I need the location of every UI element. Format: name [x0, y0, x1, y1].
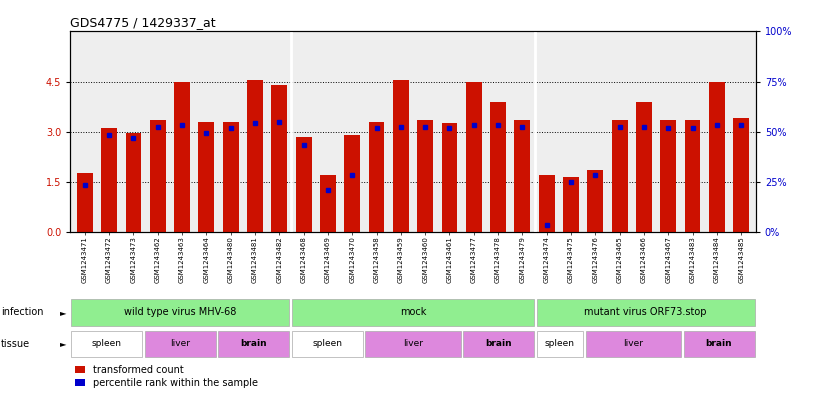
- Bar: [563, 177, 579, 232]
- Bar: [393, 80, 409, 232]
- Bar: [515, 120, 530, 232]
- Bar: [296, 137, 311, 232]
- Bar: [102, 128, 117, 232]
- Text: brain: brain: [705, 340, 733, 348]
- Bar: [365, 331, 461, 357]
- Text: mock: mock: [400, 307, 426, 318]
- Bar: [733, 118, 749, 232]
- Text: brain: brain: [240, 340, 267, 348]
- Bar: [223, 121, 239, 232]
- Text: tissue: tissue: [1, 339, 30, 349]
- Text: liver: liver: [403, 340, 423, 348]
- Text: ►: ►: [60, 308, 67, 317]
- Bar: [417, 120, 433, 232]
- Bar: [145, 331, 216, 357]
- Bar: [587, 170, 603, 232]
- Bar: [684, 331, 755, 357]
- Text: ►: ►: [60, 340, 67, 348]
- Text: liver: liver: [170, 340, 190, 348]
- Bar: [490, 101, 506, 232]
- Text: brain: brain: [486, 340, 512, 348]
- Bar: [709, 82, 724, 232]
- Bar: [126, 133, 141, 232]
- Bar: [539, 175, 554, 232]
- Bar: [612, 120, 628, 232]
- Bar: [537, 299, 755, 326]
- Bar: [292, 299, 534, 326]
- Bar: [77, 173, 93, 232]
- Text: GDS4775 / 1429337_at: GDS4775 / 1429337_at: [70, 17, 216, 29]
- Bar: [198, 121, 214, 232]
- Legend: transformed count, percentile rank within the sample: transformed count, percentile rank withi…: [75, 365, 258, 388]
- Bar: [320, 175, 336, 232]
- Bar: [174, 82, 190, 232]
- Bar: [442, 123, 458, 232]
- Bar: [537, 331, 583, 357]
- Text: spleen: spleen: [545, 340, 575, 348]
- Text: liver: liver: [624, 340, 643, 348]
- Text: wild type virus MHV-68: wild type virus MHV-68: [124, 307, 236, 318]
- Bar: [368, 121, 384, 232]
- Text: spleen: spleen: [92, 340, 122, 348]
- Text: mutant virus ORF73.stop: mutant virus ORF73.stop: [584, 307, 707, 318]
- Bar: [71, 299, 289, 326]
- Bar: [272, 85, 287, 232]
- Bar: [150, 120, 166, 232]
- Bar: [466, 82, 482, 232]
- Bar: [292, 331, 363, 357]
- Bar: [586, 331, 681, 357]
- Bar: [660, 120, 676, 232]
- Bar: [463, 331, 534, 357]
- Text: infection: infection: [1, 307, 43, 318]
- Bar: [685, 120, 700, 232]
- Bar: [636, 101, 652, 232]
- Bar: [247, 80, 263, 232]
- Text: spleen: spleen: [312, 340, 342, 348]
- Bar: [218, 331, 289, 357]
- Bar: [344, 135, 360, 232]
- Bar: [71, 331, 142, 357]
